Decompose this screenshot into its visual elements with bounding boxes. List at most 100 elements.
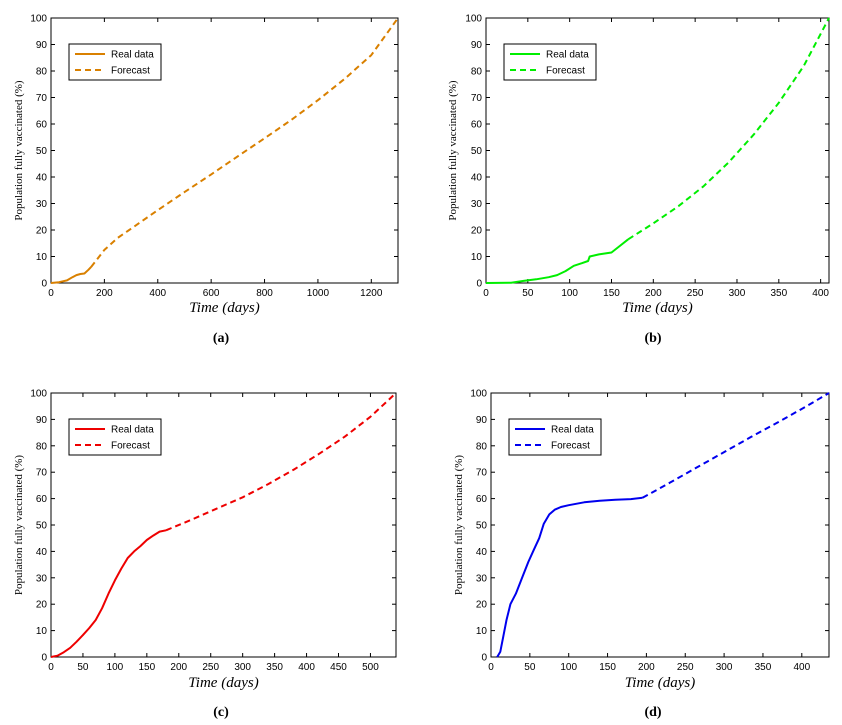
x-tick-label: 400 [298, 662, 315, 673]
x-tick-label: 100 [560, 662, 577, 673]
x-tick-label: 350 [755, 662, 772, 673]
x-tick-label: 200 [645, 288, 662, 299]
y-tick-label: 100 [470, 389, 487, 400]
y-tick-label: 90 [36, 40, 48, 51]
x-tick-label: 300 [234, 662, 251, 673]
panel-label: (c) [213, 705, 229, 720]
y-tick-label: 10 [476, 626, 488, 637]
y-tick-label: 60 [471, 120, 483, 131]
x-tick-label: 200 [170, 662, 187, 673]
real-data-line [50, 529, 167, 658]
y-tick-label: 10 [36, 626, 48, 637]
chart-panel-2: 0 10 20 30 40 50 60 70 80 90 100 0 50 100 150 200 250 300… [447, 14, 830, 346]
x-tick-label: 200 [96, 288, 113, 299]
real-data-line [496, 496, 643, 658]
forecast-line [642, 392, 830, 499]
y-tick-label: 60 [36, 494, 48, 505]
x-tick-label: 250 [687, 288, 704, 299]
y-tick-label: 0 [41, 653, 47, 664]
x-tick-label: 300 [729, 288, 746, 299]
x-tick-label: 250 [202, 662, 219, 673]
legend: Real data Forecast [503, 43, 597, 81]
y-tick-label: 100 [30, 14, 47, 25]
legend-box [503, 43, 597, 81]
real-data-line [50, 266, 92, 284]
y-tick-label: 40 [471, 173, 483, 184]
x-tick-label: 250 [677, 662, 694, 673]
y-tick-label: 10 [36, 252, 48, 263]
y-tick-label: 50 [36, 521, 48, 532]
legend-box [508, 418, 602, 456]
y-tick-label: 0 [476, 279, 482, 290]
y-tick-label: 70 [476, 468, 488, 479]
y-tick-label: 90 [471, 40, 483, 51]
y-tick-label: 50 [471, 146, 483, 157]
panel-label: (d) [644, 705, 661, 720]
x-tick-label: 0 [483, 288, 489, 299]
legend-entry-2: Forecast [111, 66, 150, 77]
x-tick-label: 400 [793, 662, 810, 673]
x-tick-label: 150 [603, 288, 620, 299]
y-axis-label: Population fully vaccinated (%) [13, 455, 25, 596]
chart-panel-3: 0 10 20 30 40 50 60 70 80 90 100 0 50 100 150 200 250 300… [13, 389, 397, 720]
x-tick-label: 400 [812, 288, 829, 299]
x-tick-label: 0 [48, 288, 54, 299]
x-tick-label: 50 [522, 288, 534, 299]
legend-entry-1: Real data [546, 50, 589, 61]
chart-panel-4: 0 10 20 30 40 50 60 70 80 90 100 0 50 100 150 200 250 300… [453, 389, 830, 720]
forecast-line [165, 392, 397, 532]
legend-entry-2: Forecast [551, 441, 590, 452]
y-tick-label: 60 [36, 120, 48, 131]
y-tick-label: 50 [36, 146, 48, 157]
x-tick-label: 350 [770, 288, 787, 299]
x-tick-label: 150 [599, 662, 616, 673]
x-tick-label: 600 [203, 288, 220, 299]
legend-entry-2: Forecast [111, 441, 150, 452]
panel-label: (a) [213, 331, 230, 346]
y-tick-label: 20 [471, 226, 483, 237]
x-tick-label: 100 [561, 288, 578, 299]
y-tick-label: 50 [476, 521, 488, 532]
x-tick-label: 200 [638, 662, 655, 673]
x-axis-label: Time (days) [189, 300, 259, 316]
y-tick-label: 80 [36, 67, 48, 78]
y-tick-label: 30 [471, 199, 483, 210]
y-tick-label: 40 [36, 547, 48, 558]
y-tick-label: 0 [481, 653, 487, 664]
x-tick-label: 450 [330, 662, 347, 673]
y-tick-label: 30 [36, 199, 48, 210]
y-axis-label: Population fully vaccinated (%) [453, 455, 465, 596]
x-tick-label: 350 [266, 662, 283, 673]
x-axis-label: Time (days) [188, 675, 258, 691]
y-tick-label: 80 [471, 67, 483, 78]
y-tick-label: 60 [476, 494, 488, 505]
x-tick-label: 300 [716, 662, 733, 673]
y-tick-label: 70 [471, 93, 483, 104]
y-tick-label: 40 [36, 173, 48, 184]
y-tick-label: 80 [36, 441, 48, 452]
legend: Real data Forecast [68, 418, 162, 456]
x-tick-label: 400 [149, 288, 166, 299]
x-tick-label: 100 [107, 662, 124, 673]
legend-entry-1: Real data [111, 50, 154, 61]
y-tick-label: 90 [36, 415, 48, 426]
x-tick-label: 50 [524, 662, 536, 673]
panel-label: (b) [644, 331, 661, 346]
x-tick-label: 0 [48, 662, 54, 673]
y-tick-label: 40 [476, 547, 488, 558]
y-tick-label: 80 [476, 441, 488, 452]
real-data-line [485, 238, 629, 284]
legend: Real data Forecast [508, 418, 602, 456]
x-tick-label: 1000 [307, 288, 330, 299]
y-tick-label: 100 [465, 14, 482, 25]
x-tick-label: 800 [256, 288, 273, 299]
y-tick-label: 20 [476, 600, 488, 611]
y-tick-label: 20 [36, 600, 48, 611]
x-tick-label: 150 [138, 662, 155, 673]
legend: Real data Forecast [68, 43, 162, 81]
legend-entry-2: Forecast [546, 66, 585, 77]
y-tick-label: 0 [41, 279, 47, 290]
legend-entry-1: Real data [551, 425, 594, 436]
